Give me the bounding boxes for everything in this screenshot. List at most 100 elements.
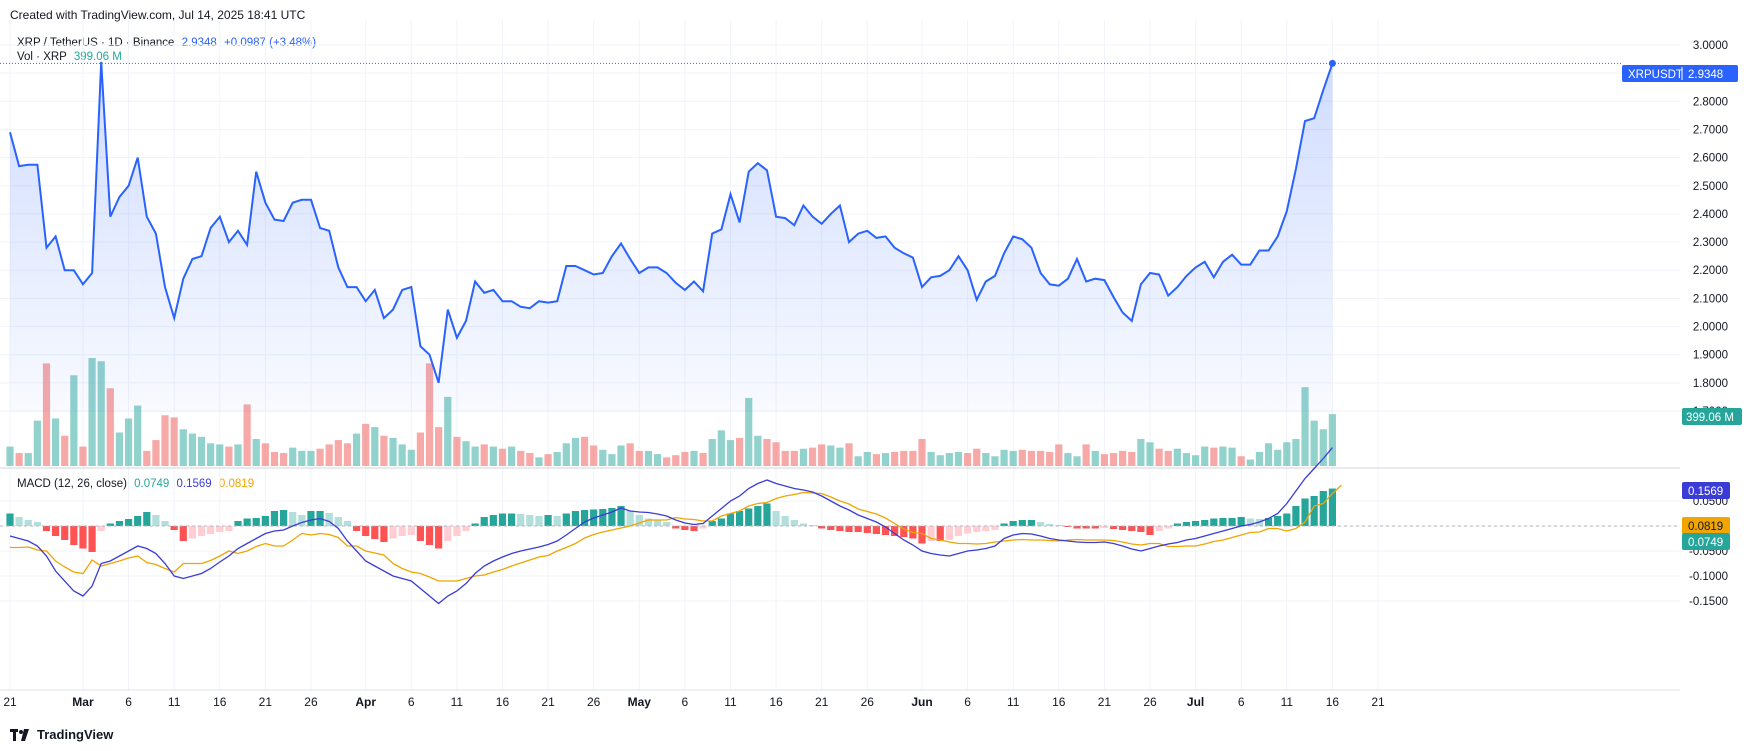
time-tick-label: 11 xyxy=(1007,695,1020,709)
last-price-dot xyxy=(1328,59,1336,67)
macd-hist-bar xyxy=(982,526,990,531)
macd-hist-bar xyxy=(626,511,634,526)
volume-bar xyxy=(535,457,543,466)
volume-bar xyxy=(918,439,926,466)
volume-bar xyxy=(653,454,662,466)
macd-hist-bar xyxy=(562,513,570,526)
volume-bar xyxy=(1328,414,1336,466)
macd-badge-text: 0.1569 xyxy=(1688,486,1723,498)
macd-hist-value: 0.0749 xyxy=(134,478,170,490)
volume-bar xyxy=(143,450,151,466)
time-tick-label: 11 xyxy=(168,695,181,709)
macd-hist-bar xyxy=(380,526,388,542)
macd-hist-bar xyxy=(6,513,14,526)
macd-hist-bar xyxy=(699,526,707,529)
time-axis[interactable]: 21 Mar 6 11 16 21 26 Apr 6 11 16 21 26 May 6 11 16 21 26 Ju… xyxy=(3,695,1385,709)
volume-bar xyxy=(1164,450,1172,466)
macd-hist-bar xyxy=(1228,518,1236,526)
volume-bar xyxy=(553,451,561,466)
macd-histogram xyxy=(6,488,1336,552)
macd-hist-bar xyxy=(179,526,187,541)
volume-bar xyxy=(991,456,999,466)
volume-bar xyxy=(1192,455,1200,466)
macd-hist-bar xyxy=(1201,520,1209,526)
price-axis[interactable]: 3.00002.90002.80002.70002.60002.50002.40… xyxy=(1693,40,1728,418)
macd-hist-bar xyxy=(1119,526,1127,530)
macd-hist-bar xyxy=(745,508,753,526)
macd-hist-bar xyxy=(1310,496,1318,526)
volume-bar xyxy=(362,423,370,466)
time-tick-label: 6 xyxy=(1238,695,1245,709)
macd-hist-bar xyxy=(845,526,853,532)
macd-hist-bar xyxy=(106,523,114,526)
symbol-legend: XRP / TetherUS · 1D · Binance 2.9348 +0.… xyxy=(17,35,316,51)
macd-hist-bar xyxy=(1073,526,1081,529)
macd-hist-bar xyxy=(471,523,479,526)
volume-bar xyxy=(1109,453,1118,466)
macd-hist-bar xyxy=(617,506,625,526)
symbol-label[interactable]: XRP / TetherUS · 1D · Binance xyxy=(17,37,175,49)
volume-bar xyxy=(1100,454,1108,466)
volume-bar xyxy=(52,418,60,466)
volume-bar xyxy=(1091,450,1099,466)
macd-hist-bar xyxy=(1274,516,1282,526)
price-tick-label: 2.7000 xyxy=(1693,124,1728,136)
volume-bar xyxy=(416,432,424,466)
macd-hist-bar xyxy=(425,526,434,545)
price-tick-label: 2.0000 xyxy=(1693,322,1728,334)
macd-hist-bar xyxy=(1155,526,1163,531)
macd-hist-bar xyxy=(261,516,269,526)
volume-label[interactable]: Vol · XRP xyxy=(17,51,67,63)
macd-label[interactable]: MACD (12, 26, close) xyxy=(17,478,127,490)
time-tick-label: 26 xyxy=(304,695,318,709)
macd-hist-bar xyxy=(280,510,288,526)
macd-hist-bar xyxy=(1328,488,1336,526)
macd-hist-bar xyxy=(1182,522,1191,526)
macd-hist-bar xyxy=(936,526,944,541)
volume-bar xyxy=(435,427,443,466)
time-tick-label: 6 xyxy=(682,695,689,709)
time-tick-label: 16 xyxy=(213,695,227,709)
volume-bar xyxy=(772,442,780,466)
macd-hist-bar xyxy=(517,514,525,526)
volume-bar xyxy=(1146,442,1154,466)
volume-bar xyxy=(307,450,315,466)
macd-hist-bar xyxy=(462,526,470,531)
macd-hist-bar xyxy=(827,526,835,530)
macd-hist-bar xyxy=(1082,526,1090,529)
macd-hist-bar xyxy=(1319,491,1327,526)
macd-hist-bar xyxy=(571,511,580,526)
volume-bar xyxy=(635,450,643,466)
macd-hist-bar xyxy=(343,521,352,526)
volume-legend: Vol · XRP 399.06 M xyxy=(17,51,122,63)
volume-bar xyxy=(24,453,32,466)
volume-bar xyxy=(790,450,798,466)
price-line xyxy=(9,61,1334,384)
hist-badge-text: 0.0749 xyxy=(1688,537,1723,549)
volume-bar xyxy=(61,435,69,466)
macd-hist-bar xyxy=(553,516,561,526)
macd-hist-bar xyxy=(225,526,233,531)
macd-hist-bar xyxy=(863,526,871,533)
brand-name: TradingView xyxy=(37,727,114,742)
macd-hist-bar xyxy=(79,526,87,549)
macd-hist-bar xyxy=(289,512,297,526)
time-tick-label: 6 xyxy=(964,695,971,709)
volume-bar xyxy=(808,447,817,466)
macd-hist-bar xyxy=(608,508,616,526)
macd-hist-bar xyxy=(836,526,844,531)
volume-bar xyxy=(234,444,242,466)
volume-bar xyxy=(936,455,944,466)
volume-bar xyxy=(590,445,598,466)
macd-hist-bar xyxy=(644,518,652,526)
macd-hist-bar xyxy=(663,522,671,526)
ticker-badge-text: XRPUSDT xyxy=(1628,69,1683,81)
macd-hist-bar xyxy=(188,526,196,539)
time-tick-label: 11 xyxy=(1281,695,1294,709)
macd-axis[interactable]: 0.05000.0000-0.0500-0.1000-0.1500 xyxy=(1689,496,1728,608)
volume-bar xyxy=(1255,451,1264,466)
macd-hist-bar xyxy=(1192,521,1200,526)
time-tick-label: 21 xyxy=(541,695,555,709)
volume-bar xyxy=(243,404,251,466)
